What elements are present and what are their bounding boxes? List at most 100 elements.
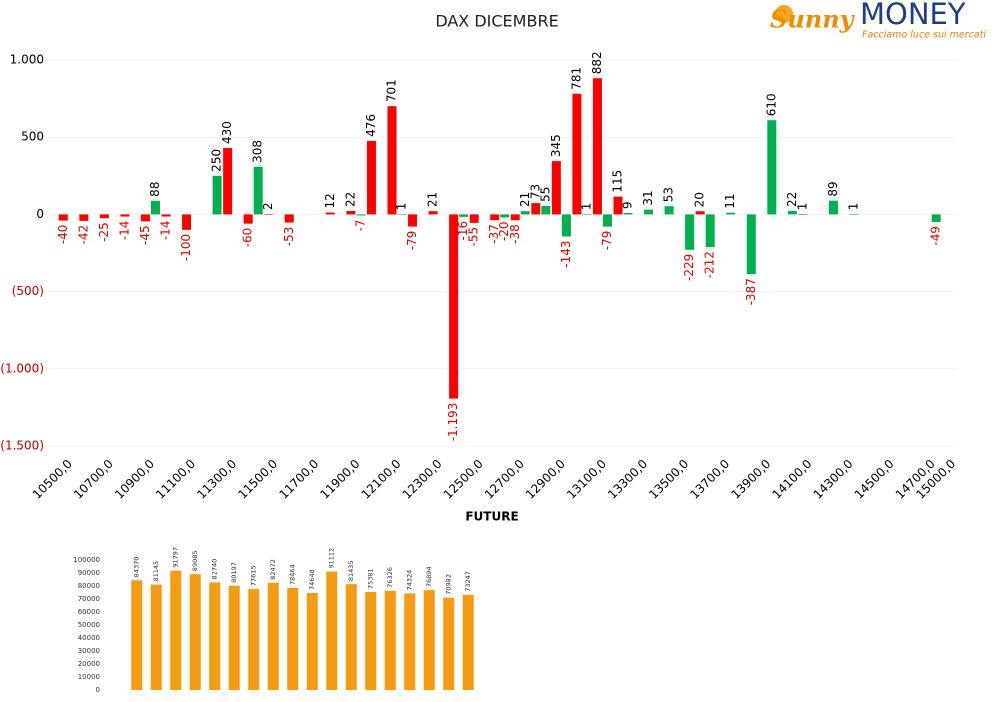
logo: Sunny MONEY Facciamo luce sui mercati	[770, 0, 986, 41]
bar	[798, 214, 808, 215]
y-tick-label: 0	[96, 686, 100, 694]
data-label: 781	[569, 67, 583, 90]
bar	[449, 214, 459, 399]
bar	[170, 570, 182, 690]
logo-name: MONEY	[860, 0, 966, 31]
bar	[644, 209, 654, 215]
data-label: -37	[487, 224, 501, 244]
data-label: 21	[426, 192, 440, 207]
bar	[365, 592, 377, 690]
bar	[767, 120, 777, 215]
bar	[264, 214, 274, 215]
y-tick-label: 80000	[78, 582, 100, 590]
data-label: 80197	[230, 562, 238, 583]
data-label: -40	[56, 225, 70, 245]
data-label: -16	[456, 221, 470, 241]
bar	[150, 584, 162, 690]
data-label: 20	[693, 192, 707, 207]
y-tick-label: 0	[36, 207, 44, 221]
data-label: -25	[97, 222, 111, 242]
data-label: -7	[353, 219, 367, 231]
data-label: 12	[323, 193, 337, 208]
data-label: 1	[579, 203, 593, 211]
bar	[443, 597, 455, 690]
y-tick-label: 30000	[78, 647, 100, 655]
bar	[58, 214, 68, 221]
bar	[131, 580, 143, 690]
x-tick-label: 13100,0	[564, 457, 609, 502]
bar	[695, 211, 705, 215]
x-tick-label: 11500,0	[235, 457, 280, 502]
bar	[582, 214, 592, 215]
x-tick-label: 11900,0	[318, 457, 363, 502]
data-label: 78464	[289, 564, 297, 585]
bar	[685, 214, 695, 250]
logo-brand: Sunny	[770, 5, 856, 34]
bar	[228, 585, 240, 690]
data-label: -38	[508, 224, 522, 244]
data-label: 81435	[347, 560, 355, 581]
y-tick-label: (500)	[12, 284, 44, 298]
x-tick-label: 12100,0	[359, 457, 404, 502]
bar	[459, 214, 469, 217]
data-label: -100	[179, 234, 193, 261]
data-label: -53	[282, 227, 296, 247]
data-label: 9	[621, 201, 635, 209]
data-label: -229	[682, 254, 696, 281]
bar	[325, 212, 335, 215]
bar	[623, 213, 633, 215]
data-label: 82472	[269, 559, 277, 580]
bar	[223, 148, 233, 215]
bar	[253, 166, 263, 215]
bar	[267, 582, 279, 690]
bar	[408, 214, 418, 227]
data-label: -42	[76, 225, 90, 245]
x-tick-label: 13700,0	[687, 457, 732, 502]
data-label: 81145	[152, 561, 160, 582]
data-label: -79	[405, 231, 419, 251]
data-label: 74324	[406, 570, 414, 591]
data-label: -79	[600, 231, 614, 251]
chart-title: FUTURE	[465, 510, 518, 524]
data-label: 91112	[328, 548, 336, 569]
data-label: 701	[385, 79, 399, 102]
bar	[726, 212, 736, 215]
data-label: 22	[343, 192, 357, 207]
data-label: 76326	[386, 567, 394, 588]
bar	[469, 214, 479, 223]
bar	[746, 214, 756, 275]
data-label: -212	[703, 251, 717, 278]
data-label: -143	[559, 240, 573, 267]
data-label: 73247	[464, 571, 472, 592]
bar	[243, 214, 253, 224]
x-tick-label: 11100,0	[153, 457, 198, 502]
x-tick-label: 13900,0	[728, 457, 773, 502]
x-tick-label: 13300,0	[605, 457, 650, 502]
y-tick-label: 60000	[78, 608, 100, 616]
bar	[161, 214, 171, 217]
x-tick-label: 11700,0	[276, 457, 321, 502]
x-tick-label: 14100,0	[770, 457, 815, 502]
y-tick-label: 1.000	[10, 53, 44, 67]
data-label: 77615	[250, 565, 258, 586]
logo-sun	[775, 5, 793, 23]
bar	[212, 175, 222, 215]
data-label: 55	[538, 187, 552, 202]
data-label: 73	[528, 184, 542, 199]
data-label: -49	[929, 226, 943, 246]
y-tick-label: 20000	[78, 660, 100, 668]
chart-title: DAX DICEMBRE	[435, 12, 558, 31]
y-tick-label: 70000	[78, 595, 100, 603]
data-label: -45	[138, 225, 152, 245]
data-label: 476	[364, 114, 378, 137]
bar	[849, 214, 859, 215]
bar	[664, 206, 674, 215]
y-tick-label: 40000	[78, 634, 100, 642]
data-label: 75381	[367, 568, 375, 589]
logo-tagline: Facciamo luce sui mercati	[862, 30, 986, 41]
data-label: -14	[159, 221, 173, 241]
bar	[182, 214, 192, 230]
data-label: 70982	[445, 574, 453, 595]
bar	[356, 214, 366, 216]
